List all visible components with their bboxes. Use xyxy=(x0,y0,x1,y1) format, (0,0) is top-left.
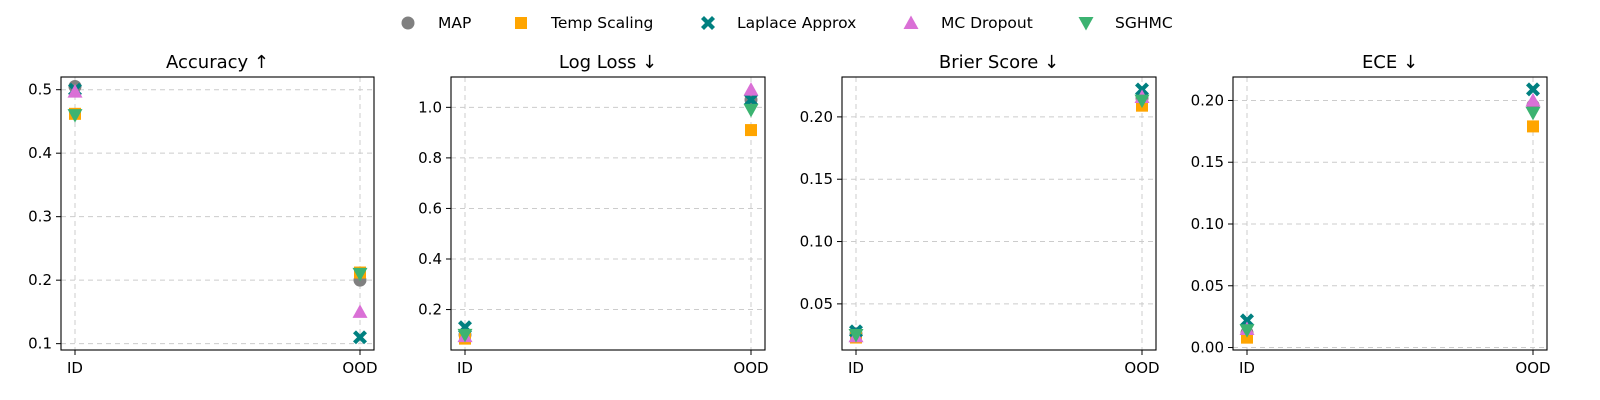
panel-2: 0.2 0.4 0.6 0.8 1.0 ID OOD Log Loss ↓ xyxy=(418,52,768,377)
panel-title: Brier Score ↓ xyxy=(939,52,1059,73)
point-temp-scaling-ood xyxy=(745,124,757,136)
legend: MAP Temp Scaling Laplace Approx MC Dropout S… xyxy=(402,14,1173,32)
point-mc-dropout-ood xyxy=(353,304,368,318)
y-tick-label: 0.4 xyxy=(418,250,442,268)
legend-item-temp-scaling: Temp Scaling xyxy=(515,14,653,32)
point-mc-dropout-ood xyxy=(744,82,759,96)
legend-item-laplace-approx: Laplace Approx xyxy=(703,14,857,32)
y-tick-label: 0.20 xyxy=(1191,91,1224,109)
point-sghmc-ood xyxy=(1526,107,1541,121)
legend-label: MAP xyxy=(438,14,471,32)
x-tick-label: OOD xyxy=(733,359,768,377)
axes-frame xyxy=(61,77,374,350)
legend-label: Laplace Approx xyxy=(737,14,856,32)
legend-item-map: MAP xyxy=(402,14,472,32)
y-tick-label: 0.05 xyxy=(1191,277,1224,295)
y-tick-label: 0.10 xyxy=(1191,215,1224,233)
x-tick-label: ID xyxy=(848,359,864,377)
legend-marker xyxy=(1079,17,1094,31)
legend-label: SGHMC xyxy=(1115,14,1173,32)
y-tick-label: 0.2 xyxy=(28,271,52,289)
legend-item-sghmc: SGHMC xyxy=(1079,14,1173,32)
x-tick-label: ID xyxy=(1239,359,1255,377)
legend-marker xyxy=(402,17,415,30)
panel-1: 0.1 0.2 0.3 0.4 0.5 ID OOD Accuracy ↑ xyxy=(28,52,377,377)
legend-item-mc-dropout: MC Dropout xyxy=(904,14,1033,32)
point-sghmc-ood xyxy=(744,104,759,118)
y-tick-label: 0.8 xyxy=(418,149,442,167)
y-tick-label: 0.2 xyxy=(418,301,442,319)
point-temp-scaling-ood xyxy=(1527,120,1539,132)
panel-title: Accuracy ↑ xyxy=(166,52,269,73)
y-tick-label: 0.3 xyxy=(28,208,52,226)
x-tick-label: ID xyxy=(67,359,83,377)
y-tick-label: 0.05 xyxy=(800,295,833,313)
y-tick-label: 0.1 xyxy=(28,335,52,353)
x-tick-label: OOD xyxy=(1124,359,1159,377)
axes-frame xyxy=(842,77,1156,350)
panel-3: 0.05 0.10 0.15 0.20 ID OOD Brier Score ↓ xyxy=(800,52,1160,377)
legend-label: MC Dropout xyxy=(941,14,1033,32)
axes-frame xyxy=(451,77,765,350)
y-tick-label: 0.5 xyxy=(28,81,52,99)
x-tick-label: ID xyxy=(457,359,473,377)
y-tick-label: 0.6 xyxy=(418,199,442,217)
legend-marker xyxy=(703,18,714,29)
panel-title: ECE ↓ xyxy=(1362,52,1418,73)
x-tick-label: OOD xyxy=(1515,359,1550,377)
y-tick-label: 0.15 xyxy=(1191,153,1224,171)
legend-marker xyxy=(904,16,919,30)
y-tick-label: 1.0 xyxy=(418,98,442,116)
legend-marker xyxy=(515,17,527,29)
axes-frame xyxy=(1233,77,1547,350)
y-tick-label: 0.00 xyxy=(1191,339,1224,357)
y-tick-label: 0.15 xyxy=(800,170,833,188)
y-tick-label: 0.20 xyxy=(800,108,833,126)
x-tick-label: OOD xyxy=(342,359,377,377)
y-tick-label: 0.4 xyxy=(28,144,52,162)
panel-4: 0.00 0.05 0.10 0.15 0.20 ID OOD ECE ↓ xyxy=(1191,52,1551,377)
y-tick-label: 0.10 xyxy=(800,233,833,251)
panel-title: Log Loss ↓ xyxy=(559,52,657,73)
legend-label: Temp Scaling xyxy=(550,14,653,32)
